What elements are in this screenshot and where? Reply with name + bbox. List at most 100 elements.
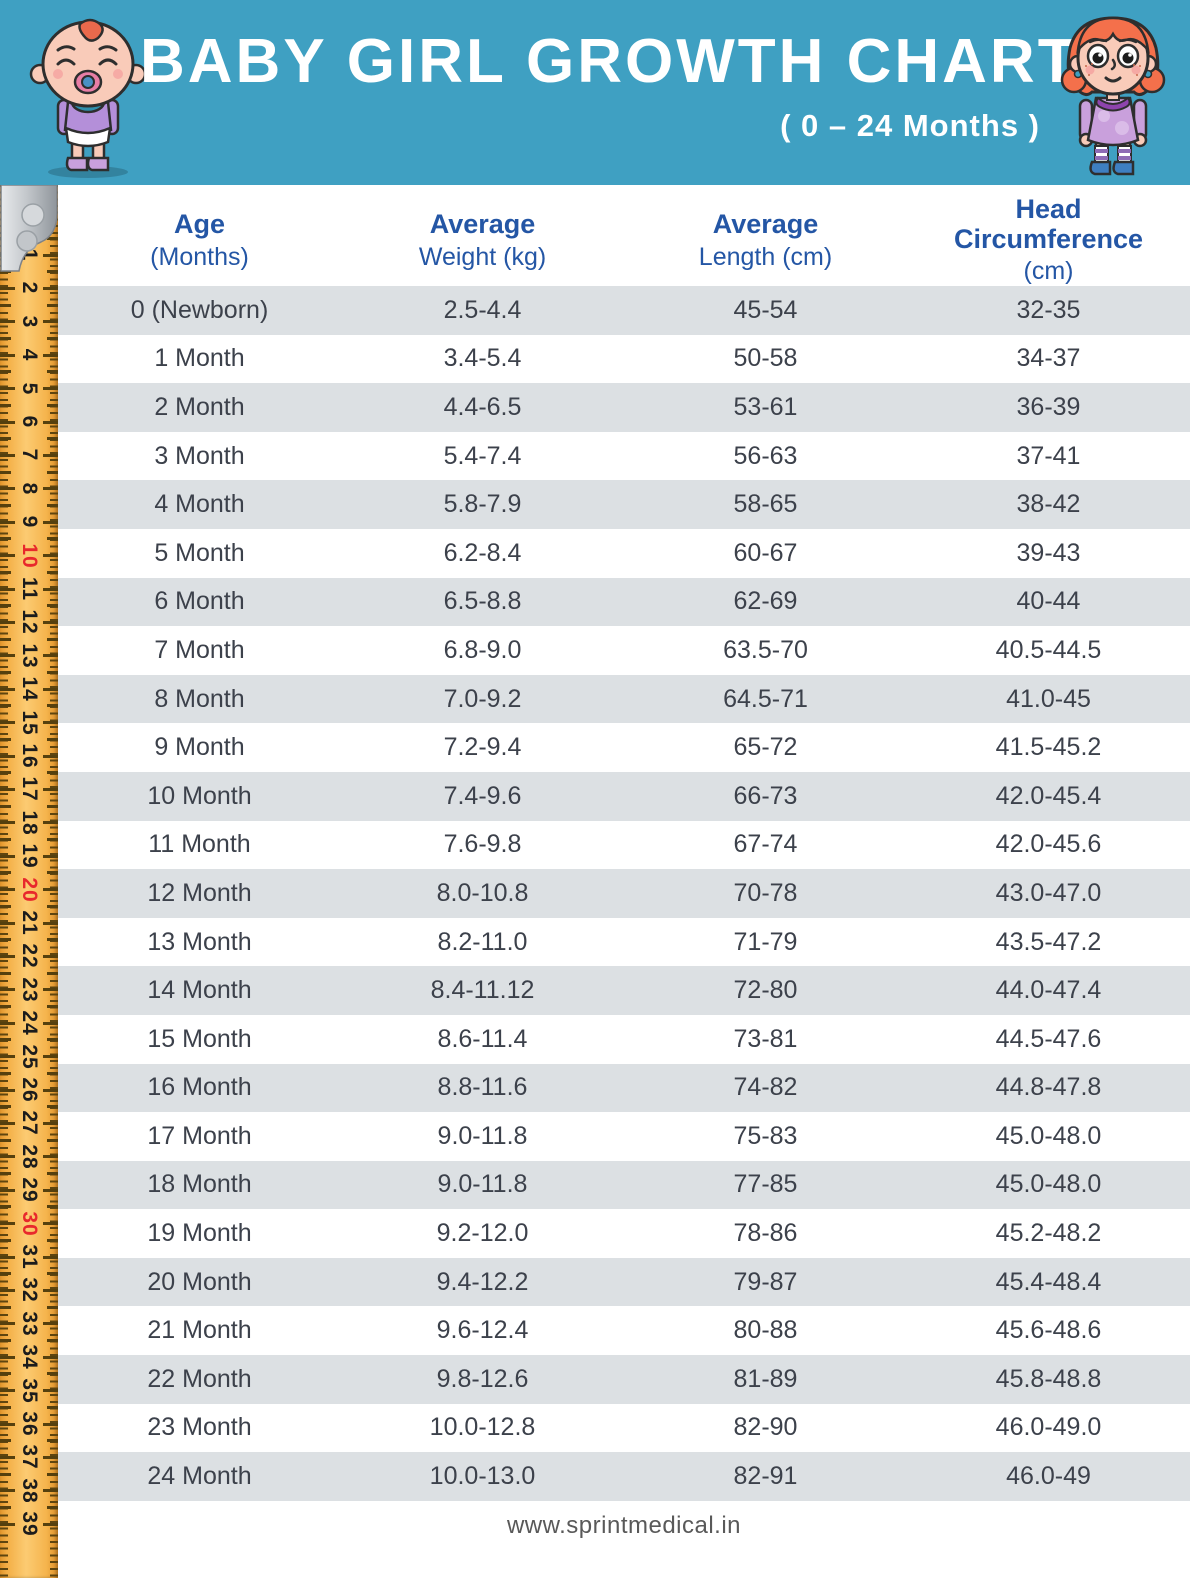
table-cell: 44.5-47.6 <box>995 1024 1102 1053</box>
table-cell: 7 Month <box>154 635 245 664</box>
table-cell: 10 Month <box>147 781 252 810</box>
ruler-tick <box>43 453 58 457</box>
ruler-tick <box>47 838 58 841</box>
table-cell: 81-89 <box>733 1364 798 1393</box>
ruler-tick <box>0 1021 15 1025</box>
ruler-tick <box>0 1355 15 1359</box>
website-link[interactable]: www.sprintmedical.in <box>506 1512 742 1539</box>
table-cell: 11 Month <box>148 830 251 859</box>
ruler-tick <box>0 604 11 608</box>
table-cell: 78-86 <box>733 1219 798 1248</box>
ruler-tick <box>47 871 58 875</box>
table-row: 11 Month 7.6-9.8 67-74 42.0-45.6 <box>58 821 1190 870</box>
ruler-tick <box>43 1055 58 1059</box>
table-cell: 8 Month <box>154 684 245 713</box>
ruler-tick <box>0 821 15 825</box>
tape-hook-icon <box>0 185 58 272</box>
table-row: 8 Month 7.0-9.2 64.5-71 41.0-45 <box>58 674 1190 724</box>
ruler-tick <box>47 1439 58 1443</box>
ruler-number: 17 <box>18 776 41 803</box>
table-cell: 9 Month <box>154 733 245 762</box>
ruler-tick <box>43 988 58 992</box>
ruler-number: 14 <box>18 676 41 702</box>
table-cell: 42.0-45.6 <box>995 830 1102 859</box>
table-cell: 63.5-70 <box>723 635 808 664</box>
ruler-tick <box>43 687 58 691</box>
ruler-number: 10 <box>18 542 41 569</box>
column-title: Average <box>712 208 819 239</box>
table-cell: 23 Month <box>147 1413 252 1442</box>
ruler-tick <box>0 1439 11 1443</box>
ruler-number: 29 <box>18 1177 41 1203</box>
table-row: 13 Month 8.2-11.0 71-79 43.5-47.2 <box>58 918 1190 967</box>
ruler-tick <box>0 838 11 841</box>
table-cell: 8.0-10.8 <box>436 878 529 907</box>
ruler-tick <box>0 520 15 524</box>
ruler-tick <box>47 1071 58 1075</box>
ruler-tick <box>0 1005 11 1008</box>
ruler-number: 31 <box>18 1244 41 1270</box>
ruler-tick <box>0 1188 15 1192</box>
table-cell: 53-61 <box>733 392 798 421</box>
ruler-tick <box>0 671 11 674</box>
table-cell: 45.8-48.8 <box>995 1364 1102 1393</box>
ruler-tick <box>0 1121 15 1125</box>
table-cell: 39-43 <box>1016 538 1081 567</box>
ruler-number: 37 <box>18 1444 41 1471</box>
ruler-tick <box>0 1522 15 1526</box>
table-cell: 70-78 <box>733 878 798 907</box>
ruler-tick <box>47 370 58 374</box>
table-cell: 6.8-9.0 <box>443 635 522 664</box>
table-cell: 41.5-45.2 <box>995 733 1102 762</box>
ruler-number: 12 <box>18 609 41 636</box>
ruler-tick <box>0 771 11 775</box>
table-row: 14 Month 8.4-11.12 72-80 44.0-47.4 <box>58 966 1190 1015</box>
table-cell: 8.8-11.6 <box>437 1073 528 1102</box>
ruler-tick <box>47 1472 58 1476</box>
table-cell: 40.5-44.5 <box>995 635 1102 664</box>
ruler-tick <box>47 804 58 808</box>
ruler-tick <box>0 754 15 758</box>
ruler-tick <box>0 403 11 407</box>
column-unit: Length (cm) <box>698 242 833 271</box>
ruler-number: 24 <box>18 1010 41 1036</box>
table-row: 24 Month 10.0-13.0 82-91 46.0-49 <box>58 1452 1190 1501</box>
ruler-number: 11 <box>18 576 41 602</box>
ruler-tick <box>43 320 58 324</box>
ruler-tick <box>47 1038 58 1042</box>
header-banner: BABY GIRL GROWTH CHART ( 0 – 24 Months ) <box>0 0 1190 185</box>
table-row: 12 Month 8.0-10.8 70-78 43.0-47.0 <box>58 869 1190 918</box>
table-cell: 4.4-6.5 <box>443 392 522 421</box>
table-cell: 32-35 <box>1016 295 1081 324</box>
ruler-tick <box>43 1288 58 1292</box>
table-cell: 6.2-8.4 <box>443 538 522 567</box>
ruler-tick <box>47 604 58 608</box>
table-cell: 9.8-12.6 <box>436 1364 529 1393</box>
table-cell: 60-67 <box>733 538 798 567</box>
column-header-age: Age (Months) <box>58 195 341 286</box>
table-cell: 50-58 <box>733 344 798 373</box>
column-header-head-circumference: Head Circumference (cm) <box>907 194 1190 286</box>
ruler-tick <box>43 487 58 491</box>
table-cell: 45.2-48.2 <box>995 1219 1102 1248</box>
ruler-number: 30 <box>18 1210 41 1237</box>
table-row: 5 Month 6.2-8.4 60-67 39-43 <box>58 529 1190 578</box>
table-cell: 45.0-48.0 <box>995 1170 1102 1199</box>
ruler-tick <box>47 737 58 741</box>
ruler-tick <box>47 1172 58 1175</box>
ruler-tick <box>0 704 11 708</box>
ruler-tick <box>43 921 58 925</box>
ruler-tick <box>47 437 58 441</box>
ruler-tick <box>0 286 15 290</box>
ruler-tick <box>43 554 58 558</box>
ruler-tick <box>47 671 58 674</box>
table-cell: 15 Month <box>147 1024 252 1053</box>
baby-illustration <box>29 18 146 178</box>
ruler-tick <box>43 1155 58 1159</box>
table-header-row: Age (Months) Average Weight (kg) Average… <box>58 194 1190 286</box>
ruler-tick <box>43 821 58 825</box>
ruler-tick <box>0 804 11 808</box>
ruler-tick <box>0 954 15 958</box>
ruler-tick <box>0 303 11 307</box>
ruler-tick <box>0 353 15 357</box>
